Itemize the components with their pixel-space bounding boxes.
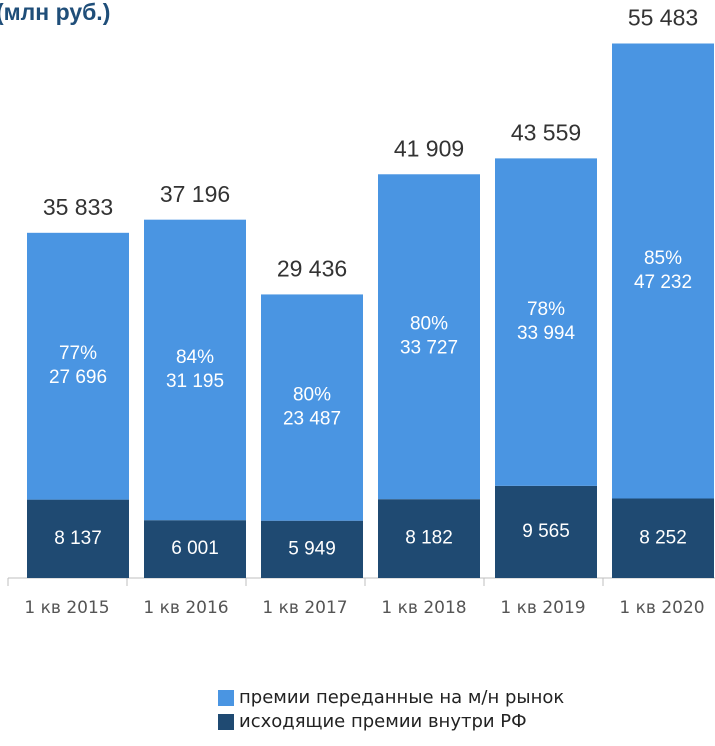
x-tick-label: 1 кв 2019 bbox=[500, 598, 585, 618]
bar-segment bbox=[495, 485, 597, 578]
data-label: 6 001 bbox=[171, 538, 219, 559]
bar-segment bbox=[495, 158, 597, 486]
bar-segment bbox=[612, 43, 714, 499]
total-label: 35 833 bbox=[43, 194, 113, 220]
data-label: 8 182 bbox=[405, 528, 453, 549]
total-label: 55 483 bbox=[628, 5, 698, 31]
data-label: 8 137 bbox=[54, 528, 102, 549]
data-label: 5 949 bbox=[288, 538, 336, 559]
legend-label: премии переданные на м/н рынок bbox=[239, 687, 564, 708]
x-tick-label: 1 кв 2017 bbox=[262, 598, 347, 618]
bar-segment bbox=[378, 499, 480, 578]
legend-swatch bbox=[218, 690, 234, 706]
percent-label: 84% bbox=[176, 347, 214, 368]
x-tick-label: 1 кв 2018 bbox=[381, 598, 466, 618]
percent-label: 77% bbox=[59, 343, 97, 364]
data-label: 31 195 bbox=[166, 371, 224, 392]
total-label: 29 436 bbox=[277, 256, 347, 282]
chart-title: (млн руб.) bbox=[0, 0, 110, 25]
x-tick-label: 1 кв 2015 bbox=[24, 598, 109, 618]
bar-segment bbox=[27, 232, 129, 500]
bar-segment bbox=[378, 174, 480, 500]
data-label: 33 994 bbox=[517, 323, 576, 344]
total-label: 43 559 bbox=[511, 119, 581, 145]
bar-segment bbox=[612, 498, 714, 578]
percent-label: 80% bbox=[410, 314, 448, 335]
x-tick-label: 1 кв 2016 bbox=[143, 598, 228, 618]
data-label: 33 727 bbox=[400, 338, 458, 359]
bar-segment bbox=[27, 499, 129, 578]
bar-segment bbox=[261, 520, 363, 578]
data-label: 47 232 bbox=[634, 272, 692, 293]
bar-segment bbox=[144, 219, 246, 521]
percent-label: 78% bbox=[527, 299, 565, 320]
data-label: 23 487 bbox=[283, 409, 341, 430]
data-label: 9 565 bbox=[522, 521, 570, 542]
percent-label: 80% bbox=[293, 385, 331, 406]
legend-label: исходящие премии внутри РФ bbox=[239, 711, 527, 732]
total-label: 41 909 bbox=[394, 135, 464, 161]
total-label: 37 196 bbox=[160, 181, 230, 207]
legend-swatch bbox=[218, 714, 234, 730]
x-tick-label: 1 кв 2020 bbox=[619, 598, 704, 618]
bar-segment bbox=[261, 294, 363, 521]
bar-segment bbox=[144, 520, 246, 578]
data-label: 8 252 bbox=[639, 527, 687, 548]
data-label: 27 696 bbox=[49, 367, 107, 388]
percent-label: 85% bbox=[644, 248, 682, 269]
